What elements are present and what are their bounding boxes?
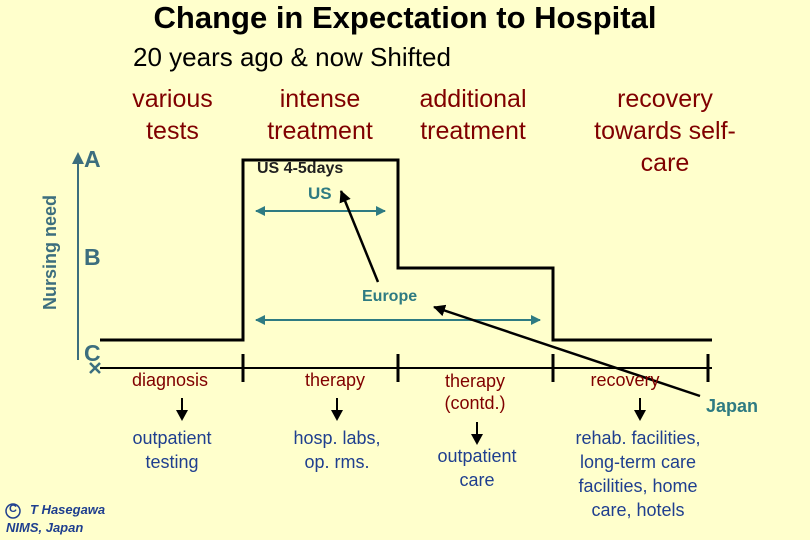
copyright-author: T Hasegawa bbox=[30, 502, 106, 517]
copyright-affiliation: NIMS, Japan bbox=[6, 520, 84, 535]
page-subtitle: 20 years ago & now Shifted bbox=[133, 42, 451, 72]
stage-recovery: recovery bbox=[590, 370, 660, 390]
stage-therapy: therapy bbox=[304, 370, 366, 390]
phase-intense-treatment: intense treatment bbox=[267, 85, 373, 145]
origin-cross-icon bbox=[89, 362, 101, 374]
page-title: Change in Expectation to Hospital bbox=[153, 0, 657, 35]
us-days-label: US 4-5days bbox=[257, 160, 344, 177]
stage-therapy-contd: therapy (contd.) bbox=[444, 371, 506, 413]
down-arrow-icon bbox=[176, 398, 188, 421]
us-label: US bbox=[308, 184, 332, 203]
level-a-label: A bbox=[84, 146, 101, 172]
nursing-need-curve bbox=[100, 158, 712, 342]
copyright-symbol: C bbox=[9, 503, 17, 515]
stage-diagnosis: diagnosis bbox=[131, 370, 209, 390]
down-arrow-icon bbox=[331, 398, 343, 421]
destination-rehab-facilities: rehab. facilities, long-term care facili… bbox=[575, 428, 701, 520]
copyright-circle-icon bbox=[5, 503, 21, 519]
y-axis-arrow-icon bbox=[72, 152, 84, 164]
down-arrow-icon bbox=[634, 398, 646, 421]
destination-hosp-labs: hosp. labs, op. rms. bbox=[293, 428, 381, 472]
destination-outpatient-testing: outpatient testing bbox=[132, 428, 212, 472]
level-c-label: C bbox=[84, 340, 101, 366]
down-arrow-icon bbox=[471, 422, 483, 445]
phase-recovery-self-care: recovery towards self- care bbox=[594, 85, 736, 177]
level-b-label: B bbox=[84, 244, 101, 270]
shift-arrow-to-europe bbox=[433, 304, 701, 398]
europe-label: Europe bbox=[362, 288, 418, 305]
japan-label: Japan bbox=[706, 396, 759, 416]
shift-arrow-to-us bbox=[339, 190, 380, 283]
destination-outpatient-care: outpatient care bbox=[437, 446, 517, 490]
phase-various-tests: various tests bbox=[132, 85, 213, 145]
phase-additional-treatment: additional treatment bbox=[419, 85, 527, 145]
